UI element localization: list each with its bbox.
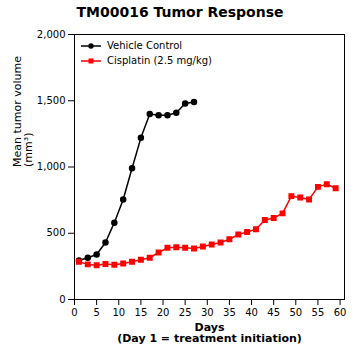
svg-text:0: 0 — [71, 307, 77, 318]
svg-text:35: 35 — [223, 307, 236, 318]
svg-text:60: 60 — [334, 307, 347, 318]
svg-text:2,000: 2,000 — [37, 29, 66, 40]
svg-text:10: 10 — [112, 307, 125, 318]
svg-text:40: 40 — [245, 307, 258, 318]
svg-text:1,000: 1,000 — [37, 161, 66, 172]
html-text:Cisplatin (2.5 mg/kg): Cisplatin (2.5 mg/kg) — [107, 55, 212, 66]
svg-text:1,500: 1,500 — [37, 95, 66, 106]
svg-text:45: 45 — [267, 307, 280, 318]
svg-text:0: 0 — [59, 294, 65, 305]
svg-text:Mean tumor volume(mm³): Mean tumor volume(mm³) — [11, 56, 35, 167]
svg-text:25: 25 — [179, 307, 192, 318]
svg-text:500: 500 — [46, 227, 65, 238]
svg-text:5: 5 — [93, 307, 99, 318]
svg-text:Days(Day 1 = treatment initiat: Days(Day 1 = treatment initiation) — [117, 321, 302, 345]
svg-text:55: 55 — [312, 307, 325, 318]
svg-text:50: 50 — [289, 307, 302, 318]
html-text:TM00016 Tumor Response: TM00016 Tumor Response — [76, 4, 284, 20]
html-text:Vehicle Control: Vehicle Control — [107, 40, 183, 51]
svg-text:30: 30 — [201, 307, 214, 318]
svg-text:20: 20 — [157, 307, 170, 318]
svg-text:15: 15 — [135, 307, 148, 318]
